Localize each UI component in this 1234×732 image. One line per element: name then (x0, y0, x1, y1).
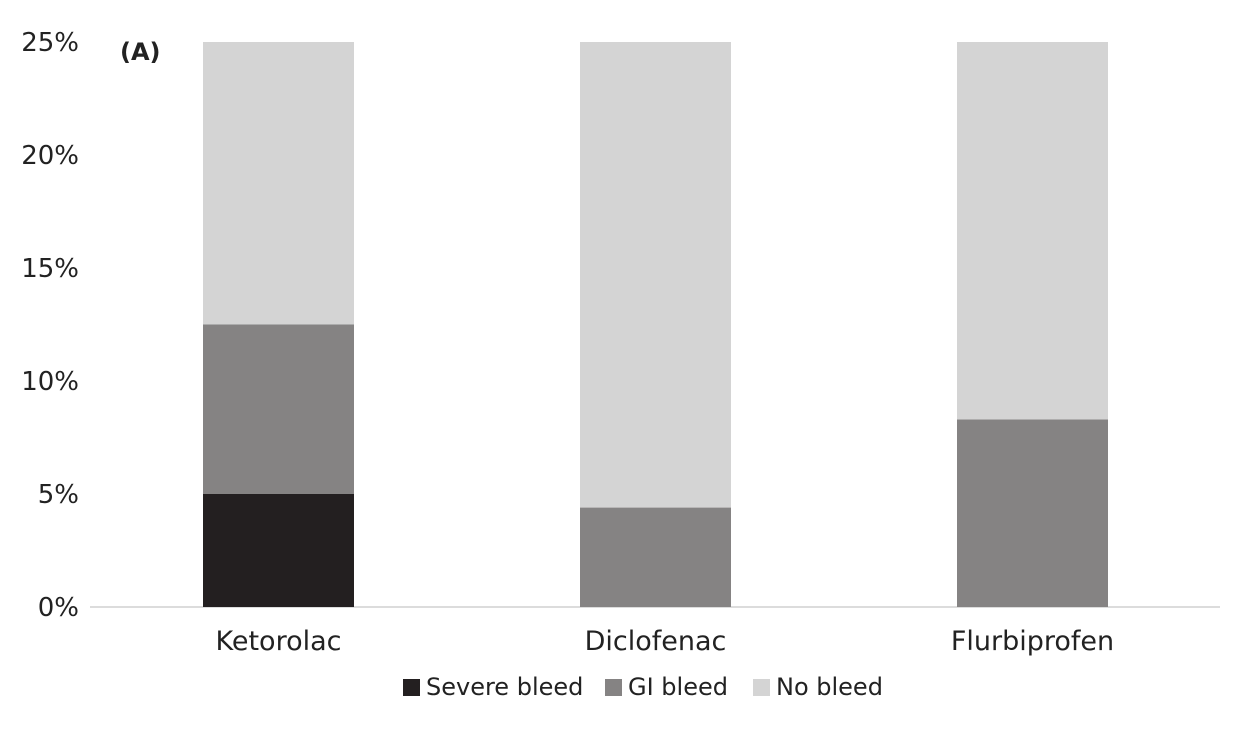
x-axis-labels: Ketorolac Diclofenac Flurbiprofen (216, 626, 1115, 657)
y-axis-ticks: 0% 5% 10% 15% 20% 25% (21, 28, 79, 623)
legend-swatch (605, 679, 622, 696)
bar-segment-severe-bleed (203, 494, 354, 607)
legend-label: GI bleed (628, 673, 728, 701)
x-category-label: Flurbiprofen (951, 626, 1114, 657)
x-category-label: Diclofenac (585, 626, 727, 657)
legend-swatch (403, 679, 420, 696)
bar-segment-gi-bleed (203, 324, 354, 494)
panel-label: (A) (120, 38, 161, 66)
bars (203, 42, 1108, 607)
bar-segment-gi-bleed (957, 419, 1108, 607)
bar-segment-no-bleed (203, 42, 354, 325)
y-tick-label: 25% (21, 28, 79, 58)
bar-segment-gi-bleed (580, 507, 731, 607)
legend: Severe bleed GI bleed No bleed (403, 673, 883, 701)
y-tick-label: 5% (38, 480, 79, 510)
y-tick-label: 0% (38, 593, 79, 623)
legend-label: No bleed (776, 673, 883, 701)
y-tick-label: 10% (21, 367, 79, 397)
y-tick-label: 15% (21, 254, 79, 284)
x-category-label: Ketorolac (216, 626, 342, 657)
bar-segment-no-bleed (580, 42, 731, 508)
y-tick-label: 20% (21, 141, 79, 171)
bar-segment-no-bleed (957, 42, 1108, 420)
legend-swatch (753, 679, 770, 696)
legend-label: Severe bleed (426, 673, 583, 701)
